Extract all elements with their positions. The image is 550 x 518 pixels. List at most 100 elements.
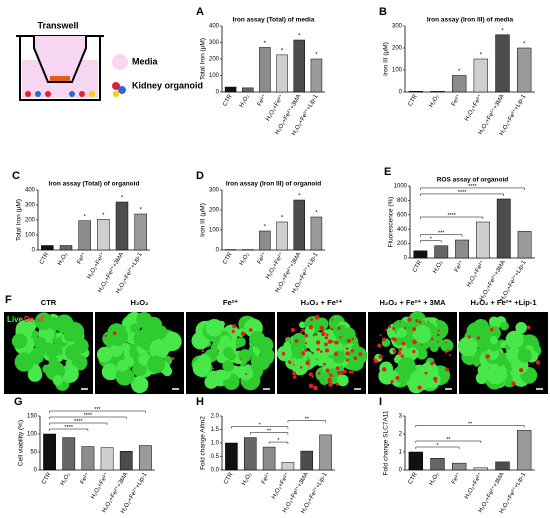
live-cells xyxy=(412,370,433,390)
dead-cells xyxy=(444,350,448,354)
dead-cells xyxy=(292,371,297,376)
bar xyxy=(293,199,305,251)
y-tick-label: 400 xyxy=(209,24,220,30)
dead-cells xyxy=(319,325,324,331)
x-tick-label: CTR xyxy=(39,251,51,265)
dead-cells xyxy=(390,380,394,384)
dead-cells xyxy=(335,382,339,386)
dead-cells xyxy=(315,333,318,336)
x-tick-label: H₂O₂+Fe²⁺ xyxy=(463,93,484,122)
dead-cells xyxy=(485,354,490,359)
x-tick-label: CTR xyxy=(222,93,234,107)
y-tick-label: 100 xyxy=(209,228,220,234)
live-cells xyxy=(336,374,349,387)
x-tick-label: Fe²⁺ xyxy=(256,93,268,107)
dead-cells xyxy=(104,334,108,338)
x-tick-label: H₂O₂+Fe²⁺ xyxy=(264,93,285,122)
dead-cells xyxy=(334,340,339,345)
live-cells xyxy=(500,321,509,331)
comparison-bracket xyxy=(420,187,525,190)
live-cells xyxy=(205,318,224,337)
dead-cells xyxy=(308,383,314,389)
dead-cells xyxy=(304,333,309,338)
comparison-bracket xyxy=(268,441,289,445)
dead-cells xyxy=(316,340,321,345)
y-tick-label: 0 xyxy=(216,90,220,96)
dead-cells xyxy=(231,329,235,334)
panel-letter: H xyxy=(196,396,204,408)
dead-cells xyxy=(232,324,237,329)
dead-cells xyxy=(248,328,253,332)
live-cells xyxy=(96,346,113,363)
x-tick-label: CTR xyxy=(222,251,234,265)
bar xyxy=(259,230,271,251)
stain-dead: Dead xyxy=(24,315,44,324)
bar xyxy=(319,434,332,471)
significance: * xyxy=(298,34,301,40)
image-label: H₂O₂ xyxy=(131,298,149,307)
comparison-bracket xyxy=(420,193,504,196)
comparison-label: * xyxy=(436,443,439,449)
dead-cells xyxy=(345,358,349,362)
panel-letter: A xyxy=(196,6,204,18)
x-tick-label: H₂O₂ xyxy=(60,471,72,486)
comparison-bracket xyxy=(420,216,484,219)
live-cells xyxy=(496,359,505,367)
dead-cells xyxy=(321,331,326,337)
dead-cells xyxy=(306,360,310,363)
comparison-label: *** xyxy=(438,231,445,237)
comparison-label: **** xyxy=(458,190,467,196)
bar xyxy=(115,201,129,251)
live-cells xyxy=(430,340,439,349)
dead-cells xyxy=(490,327,494,332)
x-tick-label: H₂O₂ xyxy=(239,251,251,266)
live-cells xyxy=(238,349,252,363)
dead-cells xyxy=(240,357,243,360)
comparison-label: **** xyxy=(84,413,93,419)
dead-cells xyxy=(392,327,396,330)
bar xyxy=(430,458,445,471)
dead-cells xyxy=(385,328,388,331)
x-tick-label: H₂O₂ xyxy=(239,93,251,108)
micrograph-content xyxy=(11,312,90,391)
bar xyxy=(430,91,445,93)
live-cells xyxy=(220,369,231,381)
dead-cells xyxy=(430,337,434,341)
bar xyxy=(495,34,510,93)
chart-title: Iron assay (Total) of organoid xyxy=(49,181,140,188)
live-cells xyxy=(34,312,53,331)
bar xyxy=(276,221,288,251)
bar xyxy=(242,87,254,93)
organoid-legend xyxy=(118,86,126,94)
dead-cells xyxy=(399,320,402,323)
live-cells xyxy=(318,331,337,351)
panel-letter: E xyxy=(384,166,391,178)
dead-cells xyxy=(445,341,448,344)
dead-cells xyxy=(400,354,404,358)
dead-cells xyxy=(433,376,438,381)
live-cells xyxy=(511,358,523,370)
live-cells xyxy=(318,354,330,367)
significance: * xyxy=(264,225,267,231)
live-cells xyxy=(107,323,126,342)
dead-cells xyxy=(281,352,286,356)
dead-cells xyxy=(378,354,383,359)
live-cells xyxy=(249,331,266,348)
dead-cells xyxy=(340,370,344,375)
dead-cells xyxy=(526,325,531,330)
dead-cells xyxy=(245,372,248,376)
organoid-legend xyxy=(113,91,119,97)
live-cells xyxy=(486,365,506,385)
dead-cells xyxy=(313,385,318,391)
bar xyxy=(78,220,91,251)
dead-cells xyxy=(337,370,342,375)
live-cells xyxy=(130,323,140,333)
bar xyxy=(434,245,449,259)
live-cells xyxy=(298,321,306,329)
dead-cells xyxy=(301,351,306,356)
dead-cells xyxy=(448,353,451,356)
live-cells xyxy=(235,337,246,347)
comparison-label: **** xyxy=(64,425,73,431)
bar xyxy=(41,245,54,251)
bar xyxy=(59,245,73,251)
